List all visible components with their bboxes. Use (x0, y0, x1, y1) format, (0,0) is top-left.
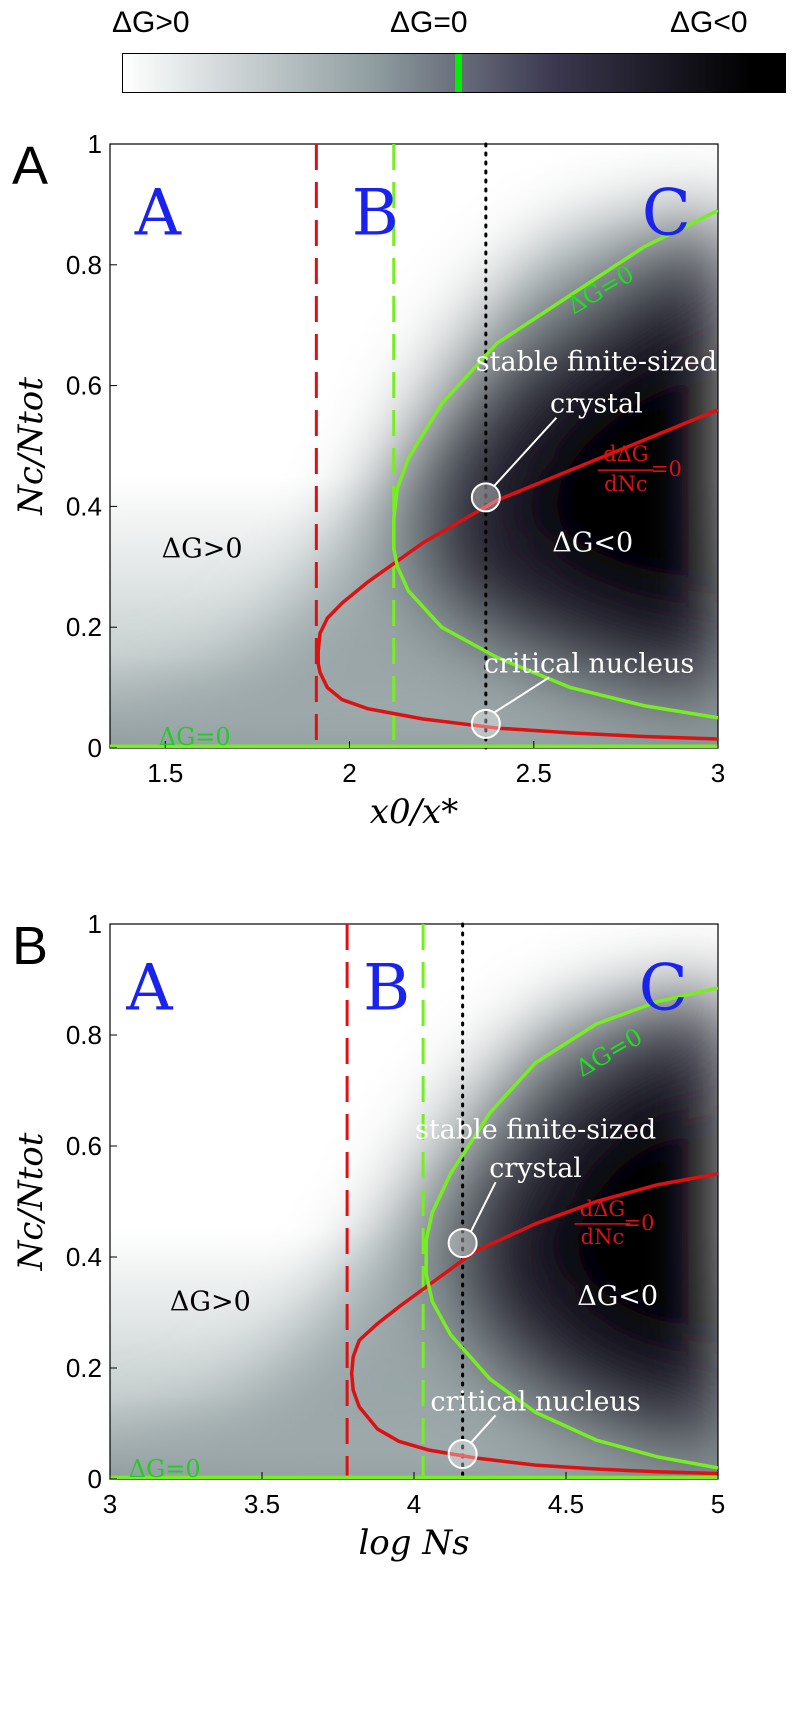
annotation-4: stable finite-sized (415, 1114, 656, 1145)
y-tick-label: 0.6 (66, 1131, 102, 1161)
y-axis-label: Nc/Ntot (11, 377, 51, 516)
x-tick-label: 2.5 (516, 758, 552, 788)
region-label-c: C (639, 952, 688, 1026)
annotation-2: ΔG=0 (159, 723, 231, 751)
x-tick-label: 5 (711, 1489, 725, 1519)
colorbar-label-mid: ΔG=0 (390, 6, 468, 39)
annotation-6: critical nucleus (484, 648, 694, 679)
marker-1 (470, 708, 501, 739)
heatmap (110, 144, 718, 748)
annotation-5: crystal (489, 1153, 582, 1184)
series-line-1 (391, 208, 718, 720)
x-tick-label: 3 (103, 1489, 117, 1519)
marker-0 (470, 482, 501, 513)
annotation-7: dΔG (603, 442, 648, 466)
x-tick-label: 2 (342, 758, 356, 788)
pointer-line-0 (493, 417, 558, 488)
pointer-line-0 (469, 1181, 497, 1233)
annotation-8: dNc (604, 472, 648, 496)
annotation-1: ΔG<0 (552, 528, 633, 559)
x-tick-label: 3.5 (244, 1489, 280, 1519)
panel-letter-a: A (12, 136, 49, 196)
colorbar-label-right: ΔG<0 (670, 6, 748, 39)
marker-1 (447, 1439, 478, 1470)
series-line-0 (316, 408, 718, 741)
colorbar-label-left: ΔG>0 (112, 6, 190, 39)
annotation-9: =0 (651, 457, 682, 481)
x-tick-label: 4.5 (548, 1489, 584, 1519)
region-label-a: A (134, 176, 182, 250)
x-tick-label: 3 (711, 758, 725, 788)
y-tick-label: 0 (88, 1464, 102, 1494)
x-axis-label: log Ns (358, 1523, 469, 1563)
annotation-1: ΔG<0 (577, 1281, 658, 1312)
region-label-a: A (125, 952, 173, 1026)
chart-panel-b: 3 3.5 4 4.5 5 0 0.2 0.4 0.6 0.8 1 log Ns Nc/Ntot A B C Δ… (11, 909, 725, 1563)
series-line-1 (424, 986, 718, 1470)
colorbar: ΔG>0 ΔG=0 ΔG<0 (0, 0, 796, 110)
pointer-line-1 (469, 1414, 497, 1444)
annotation-2: ΔG=0 (129, 1455, 201, 1483)
y-tick-label: 0.8 (66, 250, 102, 280)
colorbar-zero-marker (455, 54, 462, 92)
y-tick-label: 0.4 (66, 1242, 102, 1272)
plot-frame (109, 143, 719, 749)
annotation-4: stable finite-sized (476, 346, 717, 377)
heatmap-black-core (507, 303, 718, 634)
region-label-b: B (352, 176, 399, 250)
annotation-8: dNc (581, 1225, 625, 1249)
annotation-5: crystal (550, 389, 643, 420)
x-axis-label: x0/x* (370, 792, 458, 832)
panel-letter-b: B (12, 916, 49, 976)
marker-0 (447, 1228, 478, 1259)
y-axis-label: Nc/Ntot (11, 1132, 51, 1271)
heatmap-black-core (528, 1072, 718, 1385)
y-tick-label: 0.2 (66, 1353, 102, 1383)
y-tick-label: 1 (88, 909, 102, 939)
annotation-9: =0 (623, 1211, 654, 1235)
chart-panel-a: 1.5 2 2.5 3 0 0.2 0.4 0.6 0.8 1 x0/x* Nc/Ntot A B C ΔG>… (11, 129, 725, 832)
y-tick-label: 0.8 (66, 1020, 102, 1050)
y-tick-label: 0.6 (66, 371, 102, 401)
y-tick-label: 0.2 (66, 612, 102, 642)
series-line-0 (349, 1172, 718, 1476)
colorbar-gradient (122, 53, 786, 93)
annotation-0: ΔG>0 (162, 534, 243, 565)
pointer-line-1 (493, 676, 550, 714)
annotation-6: critical nucleus (430, 1386, 640, 1417)
region-label-c: C (642, 176, 691, 250)
region-label-b: B (363, 952, 410, 1026)
annotation-7: dΔG (580, 1197, 625, 1221)
y-tick-label: 1 (88, 129, 102, 159)
y-tick-label: 0.4 (66, 491, 102, 521)
x-tick-label: 4 (407, 1489, 421, 1519)
annotation-0: ΔG>0 (170, 1286, 251, 1317)
x-tick-label: 1.5 (147, 758, 183, 788)
y-tick-label: 0 (88, 733, 102, 763)
